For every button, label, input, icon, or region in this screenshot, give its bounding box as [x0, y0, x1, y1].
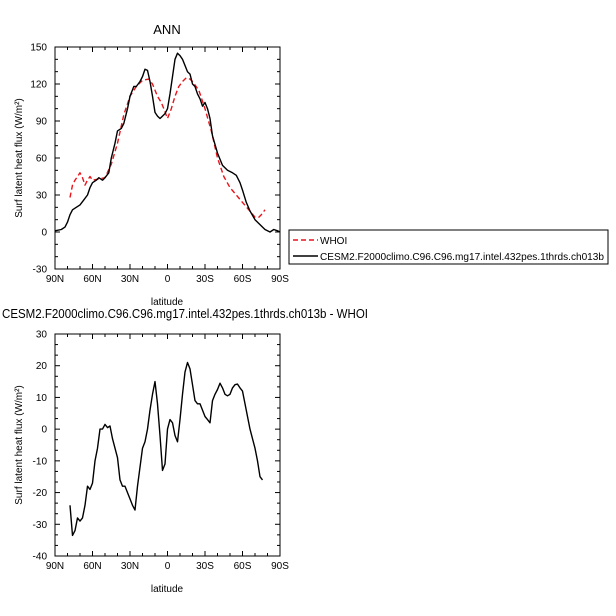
- x-tick-label: 90N: [46, 274, 64, 285]
- top-y-axis-title: Surf latent heat flux (W/m²): [14, 98, 25, 217]
- top-x-axis-title: latitude: [151, 297, 184, 308]
- y-tick-label: -30: [33, 520, 48, 531]
- y-tick-label: 30: [36, 330, 48, 341]
- top-chart-title: ANN: [153, 22, 180, 37]
- x-tick-label: 30N: [121, 274, 139, 285]
- bottom-x-tick-labels: 90N 60N 30N 0 30S 60S 90S: [46, 561, 289, 572]
- y-tick-label: 90: [36, 117, 48, 128]
- x-tick-label: 90S: [271, 274, 289, 285]
- bottom-series-lines: [69, 361, 264, 537]
- x-tick-label: 90N: [46, 561, 64, 572]
- y-tick-label: -40: [33, 552, 48, 563]
- series-line-difference: [69, 361, 264, 537]
- y-tick-label: 150: [30, 43, 47, 54]
- top-plot-frame: [54, 46, 281, 270]
- x-tick-label: 30S: [196, 561, 214, 572]
- legend-label-cesm: CESM2.F2000climo.C96.C96.mg17.intel.432p…: [320, 252, 604, 263]
- legend-box: [288, 229, 609, 265]
- y-tick-label: 0: [41, 228, 47, 239]
- bottom-x-axis-title: latitude: [151, 584, 184, 595]
- y-tick-label: 0: [41, 425, 47, 436]
- top-ticks: [54, 46, 281, 270]
- x-tick-label: 60S: [234, 274, 252, 285]
- bottom-ticks: [54, 333, 281, 557]
- x-tick-label: 60N: [83, 561, 101, 572]
- y-tick-label: 30: [36, 191, 48, 202]
- x-tick-label: 60N: [83, 274, 101, 285]
- series-line-whoi: [69, 77, 266, 218]
- y-tick-label: 60: [36, 154, 48, 165]
- legend: WHOI CESM2.F2000climo.C96.C96.mg17.intel…: [288, 229, 609, 265]
- panel-bottom: CESM2.F2000climo.C96.C96.mg17.intel.432p…: [2, 306, 368, 595]
- y-tick-label: 20: [36, 361, 48, 372]
- x-tick-label: 90S: [271, 561, 289, 572]
- bottom-plot-frame: [54, 333, 281, 557]
- bottom-chart-title: CESM2.F2000climo.C96.C96.mg17.intel.432p…: [2, 306, 368, 321]
- x-tick-label: 30S: [196, 274, 214, 285]
- x-tick-label: 60S: [234, 561, 252, 572]
- y-tick-label: -10: [33, 456, 48, 467]
- y-tick-label: 120: [30, 80, 47, 91]
- top-y-tick-labels: -30 0 30 60 90 120 150: [30, 43, 47, 276]
- y-tick-label: -30: [33, 265, 48, 276]
- x-tick-label: 0: [165, 274, 171, 285]
- series-line-cesm: [54, 52, 281, 233]
- top-x-tick-labels: 90N 60N 30N 0 30S 60S 90S: [46, 274, 289, 285]
- x-tick-label: 30N: [121, 561, 139, 572]
- legend-label-whoi: WHOI: [320, 236, 347, 247]
- y-tick-label: 10: [36, 393, 48, 404]
- x-tick-label: 0: [165, 561, 171, 572]
- bottom-y-tick-labels: -40 -30 -20 -10 0 10 20 30: [33, 330, 48, 563]
- bottom-y-axis-title: Surf latent heat flux (W/m²): [14, 385, 25, 504]
- top-series-lines: [54, 52, 281, 233]
- y-tick-label: -20: [33, 488, 48, 499]
- panel-top: ANN 90N 60N 30N 0 30S 60S 90S -30 0 30 60 90 120 150…: [14, 22, 609, 308]
